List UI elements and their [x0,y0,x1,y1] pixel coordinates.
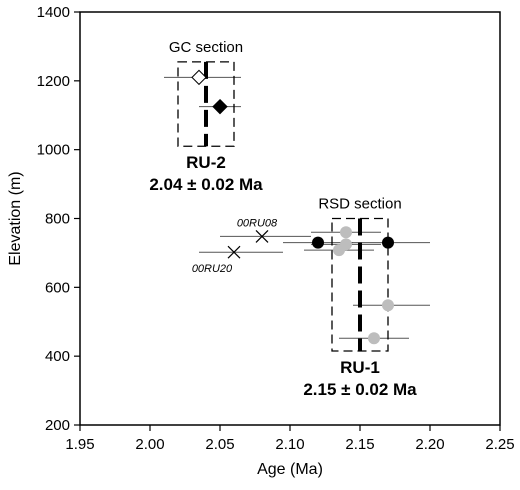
group-name-label: RU-2 [186,153,226,172]
data-point-cross [255,229,269,243]
x-axis: 1.95 2.00 2.05 2.10 2.15 2.20 2.25 [65,425,515,453]
plot-frame [79,11,501,426]
y-tick-label: 1400 [37,4,70,21]
cross-stroke [227,245,241,259]
x-tick-label: 2.00 [135,436,164,453]
group-labels-layer: GC section RU-2 2.04 ± 0.02 Ma RSD section R… [149,39,417,399]
data-point-gray-circle [368,332,380,345]
data-point-black-circle [312,236,324,249]
group-section-label: RSD section [318,196,401,213]
x-axis-label: Age (Ma) [257,461,323,478]
data-point-gray-circle [340,226,352,239]
y-tick-label: 1000 [37,142,70,159]
y-tick-label: 800 [45,211,70,228]
y-tick-label: 400 [45,348,70,365]
group-age-label: 2.04 ± 0.02 Ma [149,175,263,194]
x-tick-label: 2.15 [345,436,374,453]
y-tick-label: 600 [45,279,70,296]
group-boxes-layer [177,61,389,352]
y-axis: 200 400 600 800 1000 1200 1400 [37,4,80,434]
sample-label: 00RU08 [237,217,278,229]
data-point-cross [227,245,241,259]
y-tick-label: 1200 [37,73,70,90]
y-tick-label: 200 [45,417,70,434]
data-point-diamond [212,98,228,115]
cross-stroke [255,229,269,243]
group-section-label: GC section [169,39,243,56]
data-point-diamond [191,69,207,86]
point-labels-layer: 00RU08 00RU20 [192,217,278,275]
markers-layer [191,69,394,345]
x-tick-label: 2.05 [205,436,234,453]
x-tick-label: 2.20 [415,436,444,453]
x-tick-label: 1.95 [65,436,94,453]
x-tick-label: 2.10 [275,436,304,453]
group-name-label: RU-1 [340,358,380,377]
y-axis-label: Elevation (m) [7,171,24,265]
x-tick-label: 2.25 [485,436,514,453]
data-point-gray-circle [382,299,394,312]
data-point-black-circle [382,236,394,249]
group-age-label: 2.15 ± 0.02 Ma [303,380,417,399]
data-point-gray-circle [340,238,352,251]
sample-label: 00RU20 [192,263,233,275]
